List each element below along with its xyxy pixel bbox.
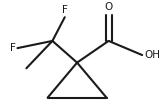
Text: F: F xyxy=(10,43,16,53)
Text: O: O xyxy=(104,2,113,12)
Text: OH: OH xyxy=(144,50,160,60)
Text: F: F xyxy=(62,5,68,15)
